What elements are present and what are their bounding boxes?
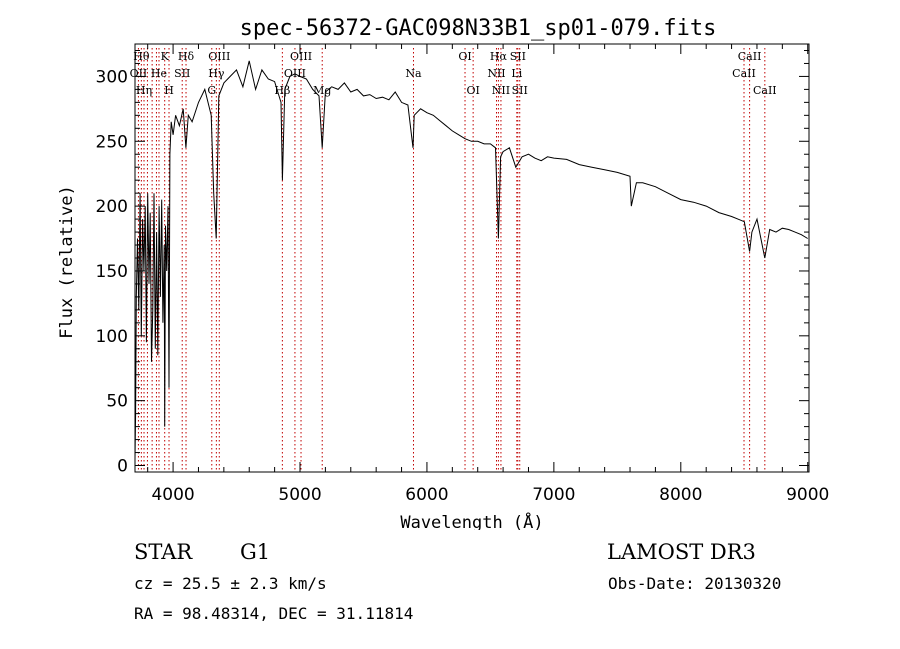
- spectrum-chart: spec-56372-GAC098N33B1_sp01-079.fits OII…: [57, 16, 829, 530]
- x-tick-label: 8000: [659, 485, 702, 505]
- spectral-line-label-10: Hδ: [178, 50, 195, 63]
- spectral-line-label-6: He: [151, 67, 167, 80]
- spectral-line-label-24: Li: [511, 67, 522, 80]
- spectral-line-label-19: OI: [458, 50, 471, 63]
- spectral-line-label-16: OIII: [290, 50, 312, 63]
- x-tick-label: 7000: [532, 485, 575, 505]
- x-tick-label: 6000: [405, 485, 448, 505]
- coordinates-readout: RA = 98.48314, DEC = 31.11814: [134, 604, 414, 623]
- x-tick-label: 9000: [786, 485, 829, 505]
- spectral-line-label-27: CaII: [732, 67, 756, 80]
- spectral-line-label-0: OII: [130, 67, 148, 80]
- spectral-line-label-2: Hη: [136, 84, 152, 97]
- y-tick-label: 50: [106, 392, 128, 412]
- spectral-line-label-1: Hθ: [133, 50, 150, 63]
- y-axis-ticks: 0 50 100 150 200 250 300: [96, 49, 809, 477]
- spectral-line-label-17: Mg: [313, 84, 331, 97]
- y-tick-label: 0: [117, 457, 128, 477]
- flux-series-line: [134, 60, 808, 460]
- spectral-line-label-23: NII: [492, 84, 510, 97]
- x-axis-ticks: 4000 5000 6000 7000 8000 9000: [147, 44, 829, 505]
- spectral-line-label-20: OI: [466, 84, 479, 97]
- spectral-line-label-14: Hβ: [274, 84, 290, 97]
- spectral-line-label-25: SII: [510, 50, 526, 63]
- y-tick-label: 100: [96, 327, 128, 347]
- spectral-line-label-28: CaII: [738, 50, 762, 63]
- observation-date: Obs-Date: 20130320: [608, 574, 782, 593]
- spectral-line-label-22: Hα: [490, 50, 508, 63]
- spectral-line-label-11: G: [207, 84, 216, 97]
- y-tick-label: 200: [96, 197, 128, 217]
- spectral-line-labels: OIIHθHηHeKHSIIHδGHγOIIIHβOIIIOIIIMgNaOIO…: [130, 50, 777, 97]
- y-tick-label: 150: [96, 262, 128, 282]
- object-class: STAR: [134, 540, 193, 564]
- spectral-line-label-9: SII: [174, 67, 190, 80]
- x-axis-label: Wavelength (Å): [400, 511, 543, 530]
- spectral-line-label-18: Na: [405, 67, 422, 80]
- x-tick-label: 4000: [151, 485, 194, 505]
- spectral-lines-layer: [137, 48, 766, 472]
- spectral-line-label-29: CaII: [753, 84, 777, 97]
- spectral-line-label-8: H: [164, 84, 174, 97]
- spectral-line-label-21: NII: [487, 67, 505, 80]
- spectral-line-label-7: K: [161, 50, 170, 63]
- plot-frame: [134, 43, 810, 473]
- spectral-line-label-12: Hγ: [208, 67, 225, 80]
- spectral-line-label-26: SII: [512, 84, 528, 97]
- survey-name: LAMOST DR3: [607, 540, 756, 564]
- x-tick-label: 5000: [278, 485, 321, 505]
- object-subclass: G1: [240, 540, 271, 564]
- redshift-readout: cz = 25.5 ± 2.3 km/s: [134, 574, 327, 593]
- y-axis-label: Flux (relative): [57, 185, 77, 339]
- y-tick-label: 300: [96, 67, 128, 87]
- spectral-line-label-13: OIII: [208, 50, 230, 63]
- y-tick-label: 250: [96, 132, 128, 152]
- chart-title: spec-56372-GAC098N33B1_sp01-079.fits: [240, 16, 717, 41]
